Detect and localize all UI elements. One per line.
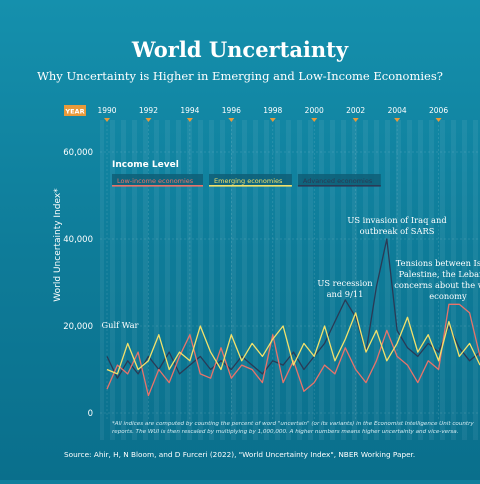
annotation-label: US recession and 9/11 [317,278,373,299]
legend-label: Emerging economies [214,177,283,185]
x-tick-marker [145,118,152,122]
source-note: Source: Ahir, H, N Bloom, and D Furceri … [64,450,415,459]
x-tick-marker [104,118,110,122]
annotations: Gulf War US recession and 9/11 US invasion … [101,215,480,330]
legend-color-bar [297,185,381,187]
x-tick-marker [269,118,276,122]
x-tick-label: 1992 [139,106,158,115]
x-tick-label: 2002 [346,106,365,115]
y-tick-label: 60,000 [63,148,93,158]
y-tick-label: 20,000 [63,322,93,332]
legend-item: Advanced economies [297,174,381,187]
legend-chip [297,174,381,186]
legend-item: Low-income economies [112,174,203,187]
annotation-label: US invasion of Iraq and outbreak of SARS [347,215,447,236]
year-badge-label: YEAR [64,108,84,116]
legend: Income Level Low-income economies Emergin… [112,160,381,187]
page-subtitle: Why Uncertainty is Higher in Emerging an… [37,69,443,83]
y-axis-label: World Uncertainty Index* [53,188,63,302]
legend-chip [112,174,203,186]
legend-item: Emerging economies [209,174,292,187]
series-lines [106,238,480,397]
x-axis: 1990 1992 1994 1996 1998 2000 2002 2004 2006 [97,106,448,122]
footnote: *All indices are computed by counting th… [112,421,474,435]
y-tick-label: 40,000 [63,235,93,245]
x-tick-label: 2000 [305,106,324,115]
x-tick-marker [311,118,318,122]
y-tick-label: 0 [88,409,93,419]
legend-label: Advanced economies [303,177,373,185]
legend-color-bar [112,185,203,187]
annotation-label: Tensions between Israel,Palestine, the L… [394,258,480,301]
plot-background [100,120,480,440]
legend-title: Income Level [112,160,179,170]
x-tick-label: 1994 [180,106,199,115]
legend-label: Low-income economies [117,177,194,185]
x-tick-label: 1996 [222,106,241,115]
x-tick-marker [435,118,442,122]
legend-chip [209,174,292,186]
series-line-emerging-economies [106,312,480,375]
x-tick-label: 1990 [97,106,116,115]
y-axis: 0 20,000 40,000 60,000 [63,148,93,419]
x-tick-marker [228,118,235,122]
legend-color-bar [209,185,292,187]
x-tick-marker [186,118,193,122]
x-tick-label: 2004 [388,106,407,115]
series-line-low-income-economies [106,303,480,397]
annotation-label: Gulf War [101,320,138,330]
x-tick-marker [394,118,401,122]
series-line-advanced-economies [106,238,480,379]
x-tick-label: 1998 [263,106,282,115]
x-tick-marker [352,118,359,122]
x-tick-label: 2006 [429,106,448,115]
year-badge [64,105,86,116]
page-title: World Uncertainty [131,37,349,62]
